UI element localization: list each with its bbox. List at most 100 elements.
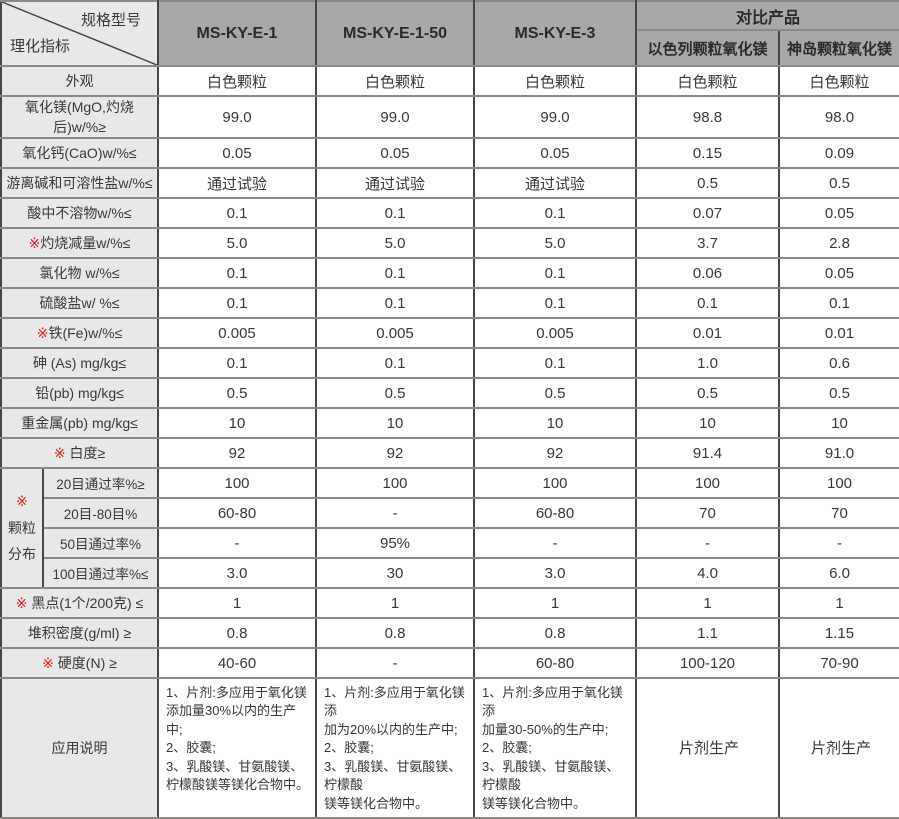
diagonal-divider-line (2, 2, 157, 65)
row-label-text: 50目通过率% (59, 537, 142, 552)
table-row: 氧化钙(CaO)w/%≤ 0.05 0.05 0.05 0.15 0.09 (0, 137, 899, 169)
header-row-top: 规格型号 理化指标 MS-KY-E-1 MS-KY-E-1-50 MS-KY-E… (0, 0, 899, 67)
row-label-text: 铁(Fe)w/%≤ (48, 325, 123, 341)
row-label-text: 游离碱和可溶性盐w/%≤ (6, 175, 153, 191)
row-label: 铅(pb) mg/kg≤ (0, 377, 159, 409)
required-asterisk: ※ (36, 325, 49, 341)
table-row: 重金属(pb) mg/kg≤ 10 10 10 10 10 (0, 407, 899, 439)
row-label-text: 氯化物 w/%≤ (39, 265, 120, 281)
table-row: 50目通过率% -95% - - - (1, 527, 899, 559)
column-header-ms-ky-e-3: MS-KY-E-3 (473, 0, 637, 67)
corner-header-cell: 规格型号 理化指标 (0, 0, 159, 67)
table-row: ※ 硬度(N) ≥40-60-60-80 100-120 70-90 (0, 647, 899, 679)
value-cell: 1 (157, 587, 317, 619)
row-label-text: 铅(pb) mg/kg≤ (35, 385, 124, 401)
value-cell: 0.5 (777, 167, 899, 199)
value-cell: 0.01 (635, 317, 780, 349)
value-cell: 0.1 (315, 257, 475, 289)
value-cell: 1 (473, 587, 637, 619)
value-cell: 0.1 (157, 287, 317, 319)
row-label: ※铁(Fe)w/%≤ (0, 317, 159, 349)
value-cell: 0.01 (777, 317, 899, 349)
value-cell: 0.005 (157, 317, 317, 349)
value-cell: 91.0 (777, 437, 899, 469)
table-row: ※铁(Fe)w/%≤ 0.005 0.005 0.005 0.01 0.01 (0, 317, 899, 349)
value-cell: 白色颗粒 (777, 65, 899, 97)
value-cell: 0.1 (315, 347, 475, 379)
value-cell: 0.05 (777, 257, 899, 289)
group-label-line: 分布 (8, 546, 36, 563)
value-cell: 95% (315, 527, 475, 559)
row-label-text: 氧化镁(MgO,灼烧后)w/%≥ (25, 99, 134, 135)
row-label-text: 硬度(N) ≥ (57, 655, 117, 671)
value-cell: 1.1 (635, 617, 780, 649)
row-label: 游离碱和可溶性盐w/%≤ (0, 167, 159, 199)
value-cell: 1.15 (777, 617, 899, 649)
column-header-israel-granular-mgo: 以色列颗粒氧化镁 (635, 29, 780, 67)
row-label: 100目通过率%≤ (42, 557, 159, 589)
value-cell: 0.005 (473, 317, 637, 349)
value-cell: 0.1 (315, 197, 475, 229)
application-ms-ky-e-1-50: 1、片剂:多应用于氧化镁添 加为20%以内的生产中; 2、胶囊; 3、乳酸镁、甘… (315, 676, 475, 819)
value-cell: 92 (473, 437, 637, 469)
row-label: 重金属(pb) mg/kg≤ (0, 407, 159, 439)
value-cell: 白色颗粒 (315, 65, 475, 97)
value-cell: 6.0 (777, 557, 899, 589)
table-row: 砷 (As) mg/kg≤ 0.1 0.1 0.1 1.0 0.6 (0, 347, 899, 379)
row-label-text: 外观 (65, 73, 94, 89)
table-row: ※灼烧减量w/%≤ 5.0 5.0 5.0 3.7 2.8 (0, 227, 899, 259)
value-cell: 0.1 (157, 257, 317, 289)
table-row: ※ 白度≥ 92 92 92 91.4 91.0 (0, 437, 899, 469)
row-label-text: 黑点(1个/200克) ≤ (31, 595, 144, 611)
value-cell: 通过试验 (315, 167, 475, 199)
value-cell: 70 (777, 497, 899, 529)
value-cell: 0.1 (473, 287, 637, 319)
required-asterisk: ※ (16, 493, 28, 510)
row-label: 外观 (0, 65, 159, 97)
application-row-label: 应用说明 (0, 676, 159, 819)
value-cell: - (315, 497, 475, 529)
value-cell: 0.05 (315, 137, 475, 169)
value-cell: 白色颗粒 (157, 65, 317, 97)
value-cell: 1 (635, 587, 780, 619)
required-asterisk: ※ (53, 445, 70, 461)
row-label: ※ 白度≥ (0, 437, 159, 469)
value-cell: 0.07 (635, 197, 780, 229)
value-cell: 0.8 (473, 617, 637, 649)
value-cell: 0.5 (635, 167, 780, 199)
value-cell: 通过试验 (157, 167, 317, 199)
application-ms-ky-e-1: 1、片剂:多应用于氧化镁 添加量30%以内的生产中; 2、胶囊; 3、乳酸镁、甘… (157, 676, 317, 819)
value-cell: 100 (777, 467, 899, 499)
value-cell: 3.7 (635, 227, 780, 259)
row-label-text: 白度≥ (69, 445, 106, 461)
table-row: 铅(pb) mg/kg≤ 0.5 0.5 0.5 0.5 0.5 (0, 377, 899, 409)
value-cell: 0.1 (473, 257, 637, 289)
value-cell: 0.1 (473, 197, 637, 229)
corner-label-spec-model: 规格型号 (80, 12, 141, 29)
table-row: ※ 颗粒 分布 20目通过率%≥ 100 100 100 100 100 (0, 467, 899, 589)
value-cell: 99.0 (315, 95, 475, 139)
value-cell: 60-80 (473, 497, 637, 529)
value-cell: - (157, 527, 317, 559)
application-row: 应用说明 1、片剂:多应用于氧化镁 添加量30%以内的生产中; 2、胶囊; 3、… (0, 676, 899, 819)
row-label: 酸中不溶物w/%≤ (0, 197, 159, 229)
table-body: 外观 白色颗粒 白色颗粒 白色颗粒 白色颗粒 白色颗粒 氧化镁(MgO,灼烧后)w/%≥ 99… (0, 65, 899, 679)
required-asterisk: ※ (15, 595, 32, 611)
value-cell: 0.1 (473, 347, 637, 379)
value-cell: 白色颗粒 (635, 65, 780, 97)
value-cell: 100 (315, 467, 475, 499)
value-cell: 92 (157, 437, 317, 469)
column-header-comparison-products: 对比产品 (634, 0, 899, 31)
value-cell: 100 (635, 467, 780, 499)
value-cell: 5.0 (315, 227, 475, 259)
value-cell: 10 (777, 407, 899, 439)
row-label: 堆积密度(g/ml) ≥ (0, 617, 159, 649)
value-cell: 0.5 (635, 377, 780, 409)
row-label: 50目通过率% (42, 527, 159, 559)
value-cell: 0.6 (777, 347, 899, 379)
value-cell: 100-120 (635, 647, 780, 679)
value-cell: 70 (635, 497, 780, 529)
value-cell: 3.0 (473, 557, 637, 589)
column-header-ms-ky-e-1-50: MS-KY-E-1-50 (315, 0, 475, 67)
table-row: 100目通过率%≤ 3.0 30 3.0 4.0 6.0 (1, 557, 899, 589)
